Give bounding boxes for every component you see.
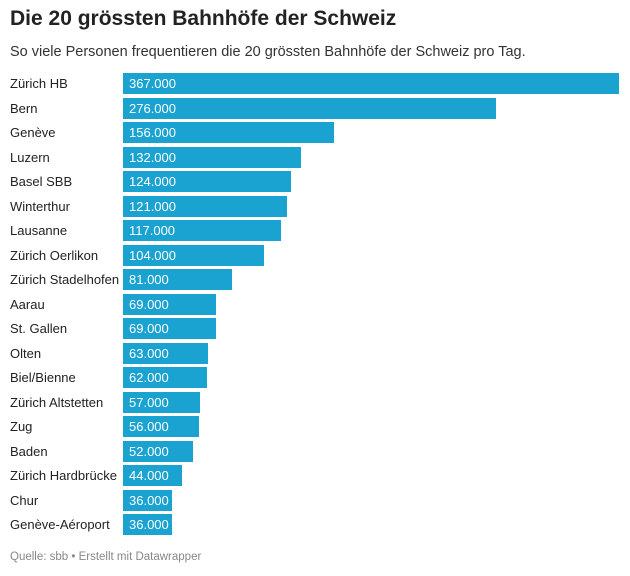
bar-row: Zug 56.000 bbox=[0, 416, 630, 437]
value-label: 276.000 bbox=[129, 100, 176, 116]
category-label: Baden bbox=[10, 443, 48, 459]
value-label: 132.000 bbox=[129, 149, 176, 165]
bar bbox=[123, 318, 217, 339]
bar bbox=[123, 244, 264, 266]
value-label: 52.000 bbox=[129, 443, 169, 459]
category-label: Zürich HB bbox=[10, 76, 68, 91]
bar bbox=[123, 122, 334, 143]
category-label: Genève-Aéroport bbox=[10, 517, 110, 532]
category-label: Aarau bbox=[10, 296, 45, 312]
bar-row: Zürich HB 367.000 bbox=[0, 73, 630, 94]
value-label: 57.000 bbox=[129, 394, 169, 410]
bar bbox=[123, 195, 287, 217]
bar-row: Genève 156.000 bbox=[0, 122, 630, 143]
bar bbox=[123, 342, 209, 364]
chart-title: Die 20 grössten Bahnhöfe der Schweiz bbox=[10, 7, 397, 30]
bar-row: Aarau 69.000 bbox=[0, 293, 630, 315]
value-label: 104.000 bbox=[129, 247, 176, 263]
category-label: Zürich Hardbrücke bbox=[10, 468, 117, 483]
bar bbox=[123, 171, 291, 192]
bar-row: Zürich Altstetten 57.000 bbox=[0, 391, 630, 413]
bar-row: Basel SBB 124.000 bbox=[0, 171, 630, 192]
category-label: Bern bbox=[10, 100, 38, 116]
value-label: 367.000 bbox=[129, 76, 176, 91]
bar-row: Bern 276.000 bbox=[0, 97, 630, 119]
category-label: Zürich Stadelhofen bbox=[10, 272, 120, 287]
bar bbox=[123, 97, 496, 119]
bar-row: Winterthur 121.000 bbox=[0, 195, 630, 217]
value-label: 44.000 bbox=[129, 468, 169, 483]
value-label: 117.000 bbox=[129, 223, 176, 238]
bar bbox=[123, 220, 282, 241]
category-label: Zürich Oerlikon bbox=[10, 247, 99, 263]
bar bbox=[123, 416, 199, 437]
bar-row: Luzern 132.000 bbox=[0, 146, 630, 168]
bar-row: Lausanne 117.000 bbox=[0, 220, 630, 241]
category-label: Zug bbox=[10, 419, 33, 434]
bar-row: Zürich Oerlikon 104.000 bbox=[0, 244, 630, 266]
bar bbox=[123, 489, 172, 511]
bar-row: Biel/Bienne 62.000 bbox=[0, 367, 630, 388]
bar bbox=[123, 465, 183, 486]
bar-row: Zürich Stadelhofen 81.000 bbox=[0, 269, 630, 290]
bar bbox=[123, 367, 207, 388]
category-label: Winterthur bbox=[10, 198, 70, 214]
value-label: 124.000 bbox=[129, 174, 176, 189]
bar bbox=[123, 391, 201, 413]
category-label: Basel SBB bbox=[10, 174, 73, 189]
value-label: 81.000 bbox=[129, 272, 169, 287]
chart-subtitle: So viele Personen frequentieren die 20 g… bbox=[10, 44, 526, 60]
category-label: Luzern bbox=[10, 149, 50, 165]
value-label: 63.000 bbox=[129, 345, 169, 361]
value-label: 69.000 bbox=[129, 321, 169, 336]
value-label: 156.000 bbox=[129, 125, 176, 140]
category-label: Chur bbox=[10, 492, 39, 508]
value-label: 69.000 bbox=[129, 296, 169, 312]
bar bbox=[123, 146, 302, 168]
value-label: 36.000 bbox=[129, 492, 169, 508]
value-label: 56.000 bbox=[129, 419, 169, 434]
bar-row: Chur 36.000 bbox=[0, 489, 630, 511]
category-label: Zürich Altstetten bbox=[10, 394, 104, 410]
category-label: Olten bbox=[10, 345, 42, 361]
category-label: St. Gallen bbox=[10, 321, 68, 336]
category-label: Biel/Bienne bbox=[10, 370, 76, 385]
bar bbox=[123, 440, 194, 462]
bar-row: St. Gallen 69.000 bbox=[0, 318, 630, 339]
value-label: 36.000 bbox=[129, 517, 169, 532]
value-label: 62.000 bbox=[129, 370, 169, 385]
bar-row: Baden 52.000 bbox=[0, 440, 630, 462]
bar-row: Olten 63.000 bbox=[0, 342, 630, 364]
source-footer: Quelle: sbb • Erstellt mit Datawrapper bbox=[10, 551, 202, 563]
bar bbox=[123, 73, 619, 94]
bar bbox=[123, 269, 233, 290]
bar-row: Zürich Hardbrücke 44.000 bbox=[0, 465, 630, 486]
bar bbox=[123, 293, 217, 315]
category-label: Lausanne bbox=[10, 223, 68, 238]
category-label: Genève bbox=[10, 125, 56, 140]
bar-row: Genève-Aéroport 36.000 bbox=[0, 514, 630, 535]
bar bbox=[123, 514, 172, 535]
value-label: 121.000 bbox=[129, 198, 176, 214]
